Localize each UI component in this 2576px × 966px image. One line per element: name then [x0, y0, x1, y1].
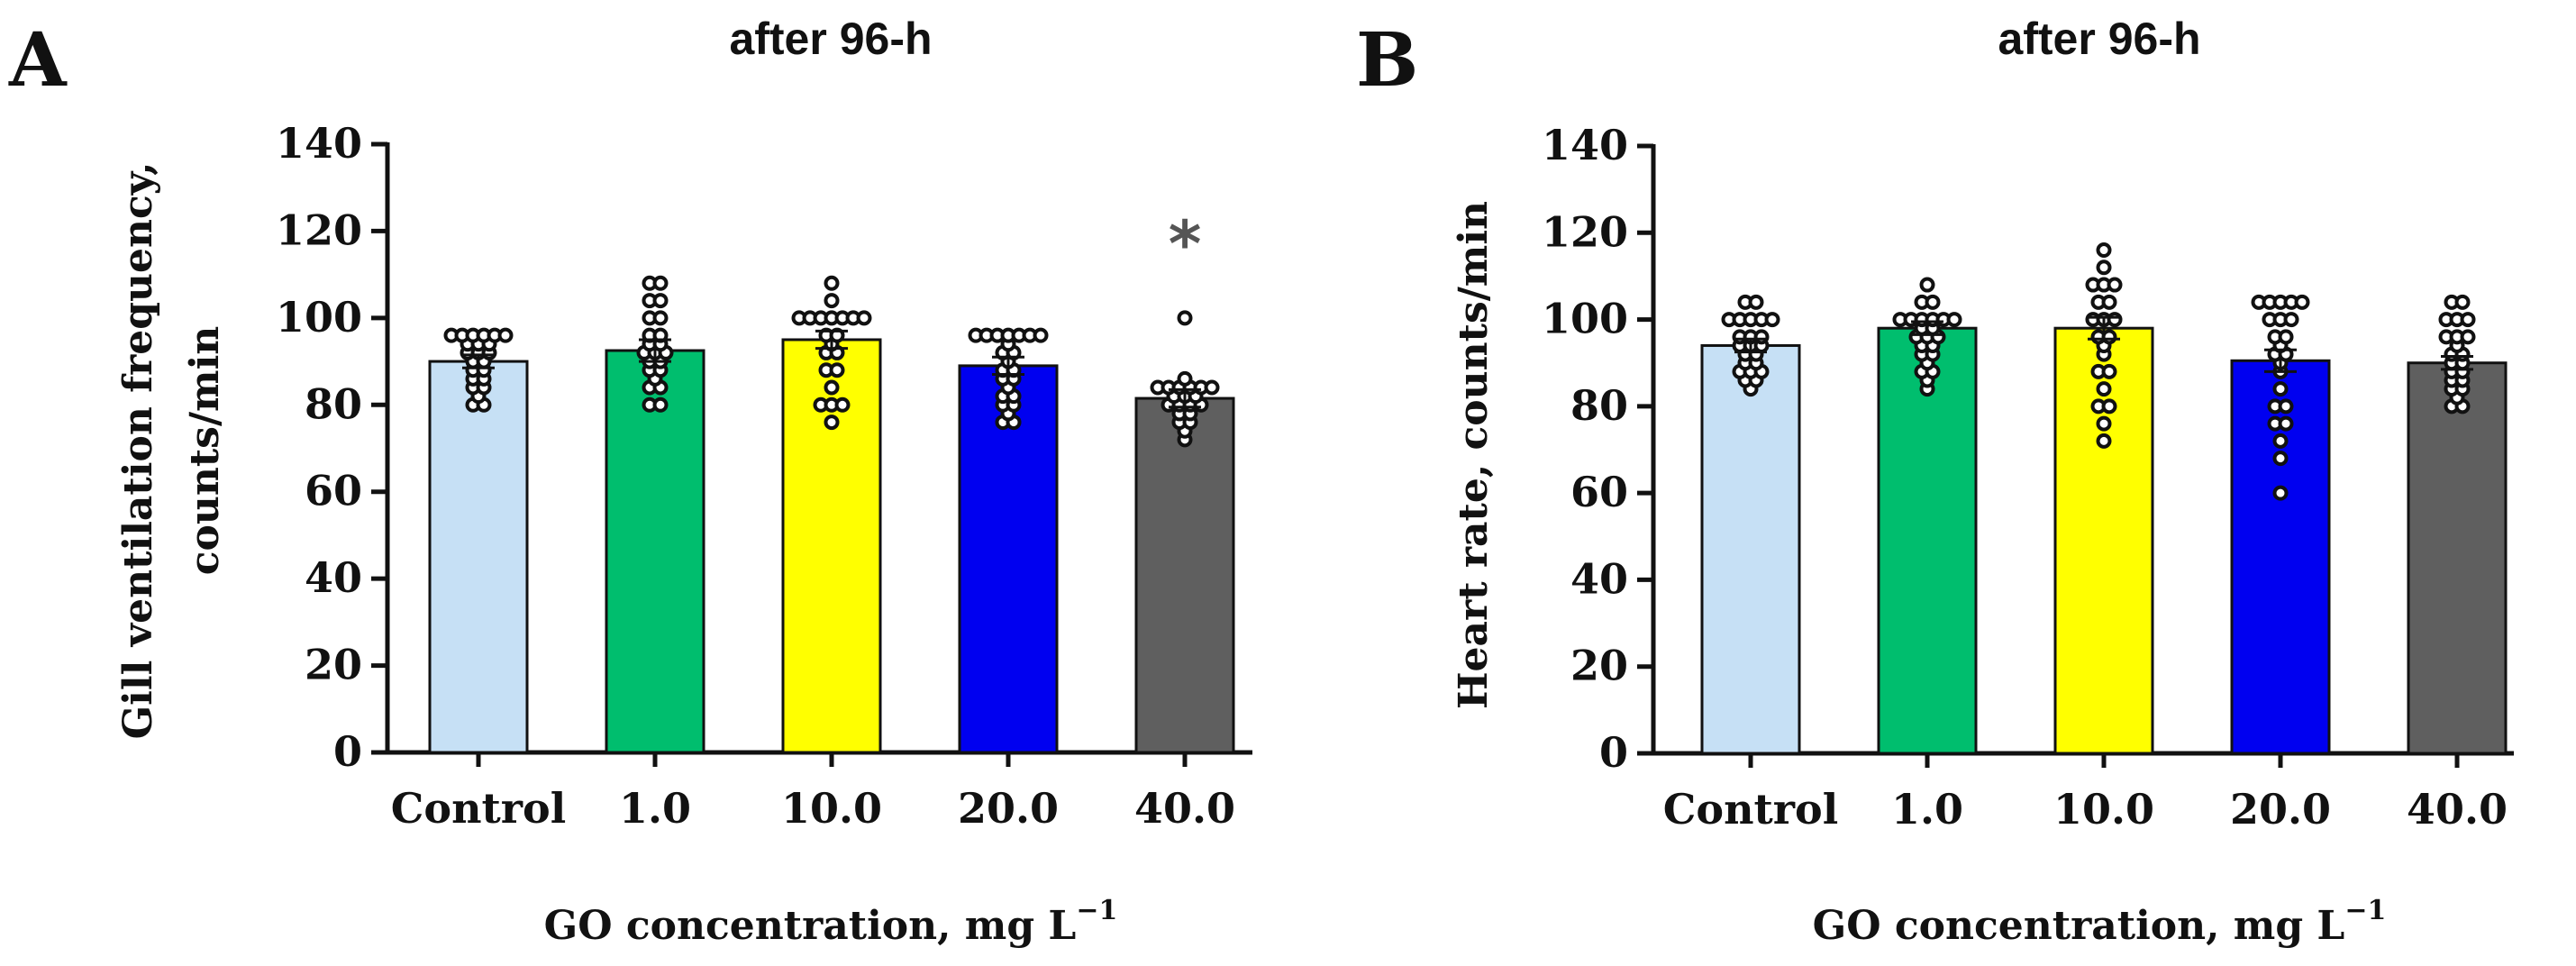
panel-a-significance-marker: * [1169, 207, 1202, 281]
panel-a-letter: A [8, 17, 68, 104]
panel-a-xlabel-main: GO concentration, mg L [544, 903, 1077, 949]
panel-a-data-point [652, 310, 669, 326]
panel-b-data-point [2283, 312, 2299, 328]
panel-b-data-point [2101, 294, 2117, 310]
panel-b-y-tick-label: 120 [1542, 207, 1628, 256]
panel-a-bar [428, 360, 529, 754]
panel-a-data-point [824, 275, 840, 291]
panel-a-xlabel: GO concentration, mg L−1 [544, 895, 1118, 949]
panel-a-y-tick-label: 120 [276, 205, 362, 254]
panel-a-data-point [652, 293, 669, 309]
panel-b-bar [2053, 326, 2154, 755]
panel-b-data-point [2107, 277, 2123, 293]
panel-b-data-point [2272, 451, 2289, 467]
panel-b-y-tick-label: 140 [1542, 121, 1628, 169]
panel-b-data-point [2460, 329, 2476, 345]
panel-a-data-point [652, 396, 669, 413]
panel-b-data-point [2272, 433, 2289, 449]
panel-b-x-tick-label: Control [1663, 785, 1838, 834]
panel-b-data-point [2107, 312, 2123, 328]
panel-b-data-point [1946, 312, 1962, 328]
panel-b-y-tick-label: 80 [1570, 381, 1628, 430]
panel-b-data-point [2096, 415, 2112, 432]
panel-b-data-point [2101, 363, 2117, 379]
panel-a-data-point [824, 415, 840, 431]
panel-a-ylabel: Gill ventilation frequency, counts/min [115, 162, 228, 740]
panel-b-data-point [2294, 294, 2310, 310]
panel-a-y-tick-label: 60 [305, 467, 362, 515]
panel-b-data-point [2460, 312, 2476, 328]
panel-a-data-point [829, 362, 845, 378]
panel-a-xlabel-sup: −1 [1076, 895, 1117, 926]
panel-a-data-point [1204, 379, 1220, 396]
panel-a-data-point [497, 327, 514, 343]
panel-b-data-point [2272, 485, 2289, 501]
panel-a-data-point [1033, 327, 1049, 343]
panel-a-ylabel-line2: counts/min [182, 326, 228, 576]
panel-a-y-tick-label: 80 [305, 379, 362, 428]
panel-b-plot: 0 20 40 60 80 100 120 140 Control 1.0 10.0 20.0 40.0 [1542, 121, 2514, 834]
panel-b-y-tick-label: 0 [1599, 728, 1628, 777]
panel-b-data-point [2454, 294, 2471, 310]
panel-b-data-point [2096, 242, 2112, 259]
panel-b-xlabel: GO concentration, mg L−1 [1813, 895, 2387, 949]
panel-a-data-point [652, 327, 669, 343]
panel-b-x-tick-label: 1.0 [1891, 785, 1963, 834]
panel-a-bar [605, 349, 705, 754]
panel-b-data-point [1919, 277, 1935, 293]
panel-a-x-tick-label: 10.0 [781, 784, 882, 833]
panel-b-data-point [1753, 329, 1770, 345]
panel-b-title: after 96-h [1998, 14, 2200, 64]
panel-b-y-tick-label: 40 [1570, 554, 1628, 603]
panel-b-x-tick-label: 40.0 [2407, 785, 2508, 834]
panel-a-title: after 96-h [729, 14, 932, 64]
panel-b-xlabel-main: GO concentration, mg L [1813, 903, 2345, 949]
panel-a-x-tick-label: 40.0 [1134, 784, 1235, 833]
panel-b-y-tick-label: 20 [1570, 642, 1628, 690]
panel-a-data-point [1177, 370, 1193, 387]
panel-b-x-tick-label: 10.0 [2053, 785, 2154, 834]
panel-a-ylabel-line1: Gill ventilation frequency, [115, 162, 161, 740]
panel-a-plot: 0 20 40 60 80 100 120 140 Control 1.0 10.0 20.0 40.0… [276, 119, 1252, 833]
panel-b-data-point [1748, 294, 1764, 310]
panel-a-x-tick-label: 1.0 [619, 784, 691, 833]
panel-b-y-tick-label: 100 [1542, 295, 1628, 343]
panel-b-letter: B [1356, 17, 1418, 104]
panel-b-data-point [2101, 398, 2117, 415]
panel-a-x-tick-label: Control [391, 784, 566, 833]
panel-a-x-tick-label: 20.0 [958, 784, 1059, 833]
panel-b-bar [1700, 343, 1801, 755]
panel-b-bar [2407, 361, 2508, 755]
panel-a-data-point [824, 293, 840, 309]
panel-b-x-tick-label: 20.0 [2230, 785, 2331, 834]
panel-b-data-point [2278, 415, 2294, 432]
panel-b-data-point [2278, 329, 2294, 345]
panel-b-data-point [2272, 381, 2289, 397]
panel-b-data-point [1925, 294, 1941, 310]
panel-b-data-point [2096, 381, 2112, 397]
panel-b-data-point [2096, 433, 2112, 449]
panel-a-y-tick-label: 0 [333, 727, 362, 776]
panel-a-data-point [834, 396, 851, 413]
panel-a-data-point [824, 379, 840, 396]
panel-b-ylabel: Heart rate, counts/min [1451, 201, 1497, 709]
panel-a-data-point [856, 310, 872, 326]
panel-a-bar [1134, 396, 1235, 754]
panel-a-data-point [652, 275, 669, 291]
panel-a-y-tick-label: 100 [276, 293, 362, 342]
panel-a-y-tick-label: 20 [305, 641, 362, 689]
panel-b-data-point [2278, 398, 2294, 415]
panel-a-y-tick-label: 40 [305, 553, 362, 602]
panel-a-data-point [1177, 310, 1193, 326]
panel-b-y-tick-label: 60 [1570, 468, 1628, 516]
panel-b-data-point [1764, 312, 1780, 328]
panel-a-bar [958, 364, 1059, 754]
panel-b-xlabel-sup: −1 [2344, 895, 2386, 926]
panel-b-data-point [2096, 260, 2112, 276]
panel-a-y-tick-label: 140 [276, 119, 362, 168]
